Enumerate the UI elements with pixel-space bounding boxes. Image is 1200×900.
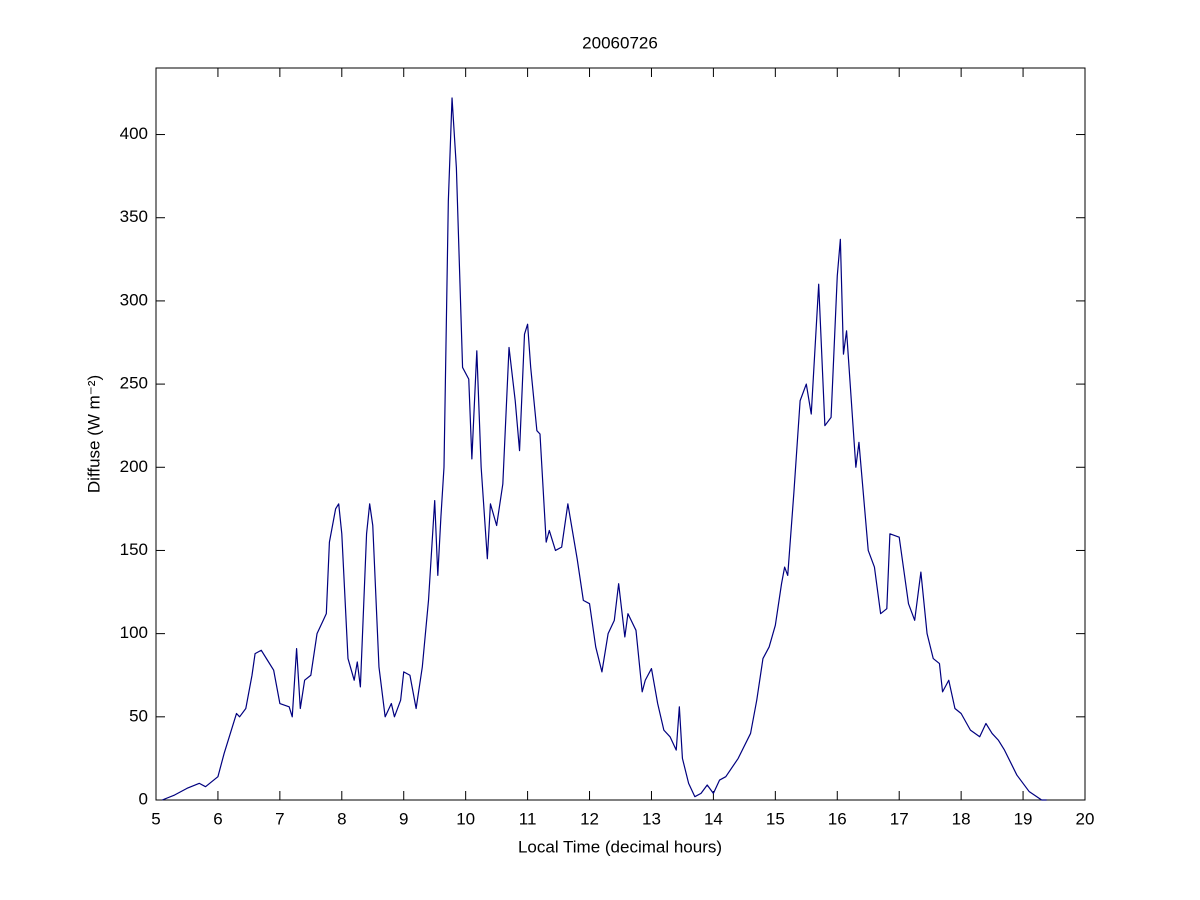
y-tick-label: 350 [120,207,148,226]
y-axis-label: Diffuse (W m⁻²) [84,375,103,493]
x-tick-label: 18 [952,809,971,828]
y-tick-label: 300 [120,290,148,309]
x-axis-label: Local Time (decimal hours) [518,837,722,856]
x-tick-label: 10 [456,809,475,828]
y-tick-label: 0 [139,789,148,808]
x-tick-label: 11 [519,809,537,828]
x-tick-label: 13 [642,809,661,828]
data-line [161,97,1047,801]
y-tick-label: 150 [120,540,148,559]
x-tick-label: 19 [1014,809,1033,828]
x-tick-label: 7 [275,809,284,828]
x-tick-label: 5 [151,809,160,828]
y-tick-label: 250 [120,374,148,393]
x-tick-label: 20 [1076,809,1095,828]
x-tick-label: 6 [213,809,222,828]
x-tick-label: 16 [828,809,847,828]
x-tick-label: 15 [766,809,785,828]
y-tick-label: 50 [129,706,148,725]
x-tick-label: 8 [337,809,346,828]
plot-frame [155,67,1086,801]
x-tick-label: 9 [399,809,408,828]
chart-title: 20060726 [582,33,658,52]
x-tick-label: 12 [580,809,599,828]
y-tick-label: 400 [120,124,148,143]
y-tick-label: 200 [120,457,148,476]
x-tick-label: 17 [890,809,909,828]
x-tick-label: 14 [704,809,723,828]
y-tick-label: 100 [120,623,148,642]
